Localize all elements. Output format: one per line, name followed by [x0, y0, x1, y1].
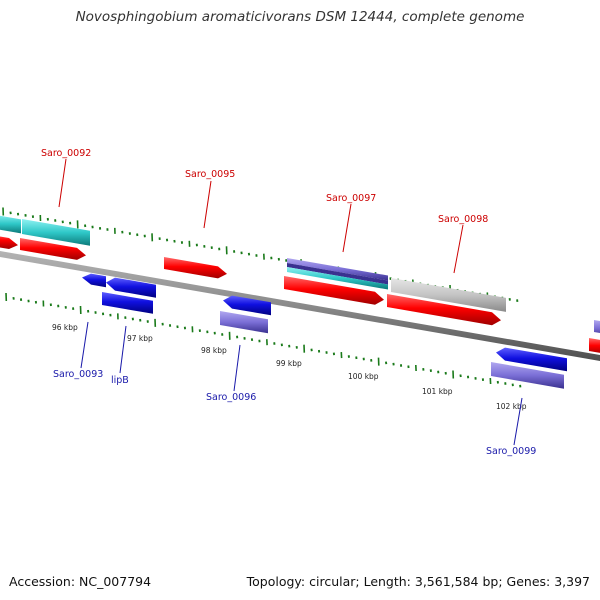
gene-label-saro-0095[interactable]: Saro_0095: [185, 169, 235, 180]
misc-feature-right-edge[interactable]: [594, 320, 600, 337]
scale-label-98kbp: 98 kbp: [201, 346, 227, 355]
gene-label-saro-0092[interactable]: Saro_0092: [41, 148, 91, 159]
accession-text: Accession: NC_007794: [9, 574, 152, 589]
scale-label-100kbp: 100 kbp: [348, 372, 379, 381]
gene-saro-0099[interactable]: [496, 347, 567, 372]
scale-label-97kbp: 97 kbp: [127, 334, 153, 343]
feature-track: [0, 214, 600, 389]
leader-lipb: [119, 325, 127, 374]
tick-row-bottom: [5, 292, 522, 388]
gene-label-lipb[interactable]: lipB: [111, 375, 129, 386]
rna-feature-left[interactable]: [0, 214, 21, 234]
gene-label-saro-0097[interactable]: Saro_0097: [326, 193, 376, 204]
gene-saro-0096[interactable]: [223, 295, 271, 316]
scale-label-102kbp: 102 kbp: [496, 402, 527, 411]
scale-labels: 96 kbp 97 kbp 98 kbp 99 kbp 100 kbp 101 …: [52, 323, 527, 411]
misc-feature-saro-0097-b[interactable]: [287, 263, 388, 285]
leader-saro-0097: [342, 203, 352, 253]
misc-feature-saro-0097-a[interactable]: [287, 258, 388, 281]
gene-label-saro-0099[interactable]: Saro_0099: [486, 446, 536, 457]
genome-summary-text: Topology: circular; Length: 3,561,584 bp…: [246, 574, 590, 589]
leader-saro-0099: [513, 397, 523, 446]
rna-feature-saro-0097[interactable]: [287, 267, 388, 290]
gene-lipb[interactable]: [106, 277, 156, 298]
cds-saro-0097[interactable]: [284, 276, 384, 305]
label-leaders: [58, 158, 523, 446]
gene-labels: Saro_0092 Saro_0095 Saro_0097 Saro_0098 …: [41, 148, 536, 457]
cds-saro-0095[interactable]: [164, 257, 227, 279]
scale-label-101kbp: 101 kbp: [422, 387, 453, 396]
scale-label-99kbp: 99 kbp: [276, 359, 302, 368]
leader-saro-0098: [453, 224, 464, 274]
gene-label-saro-0096[interactable]: Saro_0096: [206, 392, 256, 403]
gene-saro-0093[interactable]: [82, 273, 106, 288]
misc-feature-saro-0098[interactable]: [391, 278, 506, 312]
gene-label-saro-0093[interactable]: Saro_0093: [53, 369, 103, 380]
gene-label-saro-0098[interactable]: Saro_0098: [438, 214, 488, 225]
cds-saro-0098[interactable]: [387, 294, 501, 326]
leader-saro-0092: [58, 158, 67, 208]
feature-lipb-lower[interactable]: [102, 292, 153, 314]
map-title: Novosphingobium aromaticivorans DSM 1244…: [75, 9, 525, 25]
leader-saro-0095: [203, 180, 212, 229]
cds-saro-0091[interactable]: [0, 233, 18, 249]
leader-saro-0093: [80, 321, 89, 369]
leader-saro-0096: [233, 344, 241, 392]
cds-saro-0092[interactable]: [20, 238, 86, 260]
misc-feature-saro-0096[interactable]: [220, 311, 268, 334]
genome-backbone: [0, 251, 600, 361]
rna-feature-saro-0092[interactable]: [22, 219, 90, 246]
misc-feature-saro-0099[interactable]: [491, 362, 564, 389]
cds-saro-0100[interactable]: [589, 338, 600, 355]
scale-label-96kbp: 96 kbp: [52, 323, 78, 332]
